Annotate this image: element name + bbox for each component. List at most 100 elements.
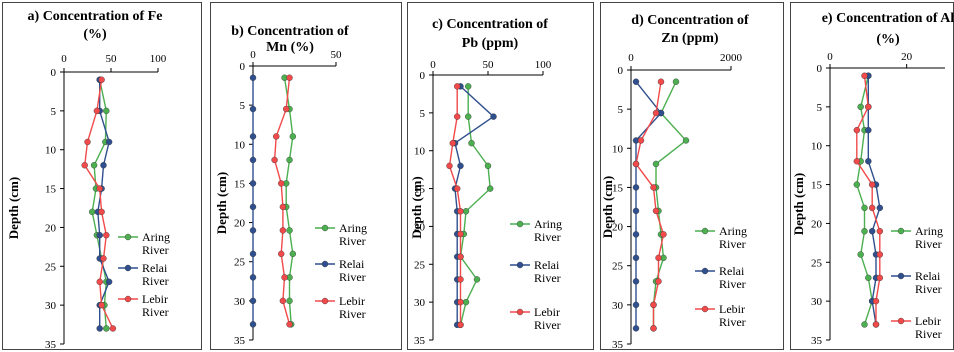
legend-swatch-marker bbox=[516, 261, 524, 269]
legend-label: Lebir bbox=[915, 314, 941, 328]
chart-title: c) Concentration of bbox=[432, 17, 548, 32]
y-tick-label: 0 bbox=[240, 61, 246, 73]
y-tick-label: 30 bbox=[234, 296, 246, 308]
x-tick-label: 50 bbox=[331, 49, 343, 61]
chart-panel: c) Concentration of Pb (ppm) 0 50 100 0 5 10 15 2… bbox=[407, 2, 594, 350]
series-point bbox=[286, 297, 293, 305]
chart-title: b) Concentration of bbox=[231, 24, 349, 39]
legend-swatch-marker bbox=[321, 224, 329, 232]
series-point bbox=[279, 297, 287, 305]
legend-swatch-marker bbox=[321, 297, 329, 305]
series-point bbox=[249, 297, 257, 305]
series-point bbox=[857, 251, 864, 258]
legend-label: Aring bbox=[534, 217, 562, 231]
x-tick-label: 100 bbox=[535, 59, 552, 71]
legend-swatch-marker bbox=[701, 305, 709, 313]
series-point bbox=[865, 158, 872, 165]
series-point bbox=[90, 162, 98, 169]
series-point bbox=[655, 254, 662, 262]
series-point bbox=[853, 126, 861, 134]
series-point bbox=[660, 231, 667, 238]
legend-label: Relai bbox=[534, 258, 560, 272]
panel-border bbox=[2, 2, 202, 350]
x-tick-label: 50 bbox=[106, 53, 118, 65]
series-point bbox=[249, 227, 257, 234]
y-tick-label: 10 bbox=[612, 143, 624, 155]
legend-swatch-marker bbox=[124, 295, 132, 303]
y-tick-label: 15 bbox=[45, 184, 57, 196]
legend-label: River bbox=[534, 271, 561, 285]
series-point bbox=[249, 105, 257, 113]
legend-swatch-marker bbox=[516, 308, 524, 316]
series-point bbox=[289, 133, 297, 140]
y-tick-label: 10 bbox=[414, 146, 426, 158]
y-tick-label: 0 bbox=[51, 67, 57, 79]
y-axis-label: Depth (cm) bbox=[214, 172, 229, 234]
legend-swatch-marker bbox=[897, 317, 905, 325]
series-point bbox=[249, 133, 257, 140]
legend-label: Aring bbox=[142, 230, 170, 244]
series-point bbox=[487, 185, 494, 192]
series-point bbox=[454, 185, 461, 192]
y-tick-label: 25 bbox=[234, 257, 246, 269]
legend-label: Lebir bbox=[339, 294, 365, 308]
series-point bbox=[868, 227, 876, 235]
chart-title: Zn (ppm) bbox=[661, 31, 719, 46]
series-point bbox=[271, 156, 278, 164]
y-tick-label: 15 bbox=[234, 178, 246, 190]
series-point bbox=[249, 321, 257, 328]
series-point bbox=[281, 274, 288, 281]
y-tick-label: 35 bbox=[414, 335, 426, 347]
chart-panel: e) Concentration of Al (%) 0 20 0 5 10 15 20 25 30… bbox=[790, 2, 954, 350]
series-point bbox=[865, 126, 872, 134]
series-point bbox=[98, 76, 105, 83]
series-point bbox=[462, 298, 470, 306]
legend-label: Lebir bbox=[534, 305, 560, 319]
series-point bbox=[652, 160, 660, 168]
series-point bbox=[96, 185, 103, 192]
y-tick-label: 30 bbox=[45, 300, 57, 312]
series-point bbox=[868, 204, 876, 212]
chart-title: (%) bbox=[876, 32, 900, 47]
series-point bbox=[682, 137, 690, 144]
series-point bbox=[637, 137, 645, 144]
series-point bbox=[454, 83, 461, 90]
series-point bbox=[278, 250, 285, 258]
y-tick-label: 5 bbox=[817, 102, 823, 114]
series-point bbox=[446, 162, 453, 170]
y-tick-label: 30 bbox=[811, 296, 823, 308]
y-tick-label: 10 bbox=[811, 141, 823, 153]
series-line bbox=[635, 81, 665, 329]
series-point bbox=[249, 74, 257, 81]
y-axis-label: Depth (cm) bbox=[791, 173, 806, 235]
legend-label: River bbox=[142, 305, 169, 319]
series-point bbox=[872, 321, 880, 328]
panel-border bbox=[210, 2, 402, 350]
series-point bbox=[103, 107, 110, 115]
series-point bbox=[632, 207, 640, 215]
series-point bbox=[632, 184, 640, 191]
series-point bbox=[861, 321, 868, 328]
series-point bbox=[279, 203, 287, 211]
series-point bbox=[457, 162, 464, 170]
series-point bbox=[650, 325, 657, 332]
series-point bbox=[632, 160, 640, 168]
series-point bbox=[88, 208, 96, 216]
y-tick-label: 20 bbox=[414, 221, 426, 233]
series-point bbox=[98, 208, 105, 216]
series-point bbox=[672, 78, 680, 85]
series-point bbox=[632, 254, 640, 262]
series-point bbox=[861, 204, 868, 212]
y-tick-label: 20 bbox=[811, 218, 823, 230]
y-tick-label: 15 bbox=[612, 182, 624, 194]
series-point bbox=[468, 139, 475, 147]
x-tick-label: 20 bbox=[901, 51, 913, 63]
y-tick-label: 25 bbox=[414, 259, 426, 271]
panel-border bbox=[407, 2, 594, 350]
series-point bbox=[462, 208, 470, 215]
series-point bbox=[457, 276, 464, 283]
legend-swatch-marker bbox=[897, 272, 905, 280]
y-axis-label: Depth (cm) bbox=[6, 177, 21, 239]
y-tick-label: 10 bbox=[234, 139, 246, 151]
